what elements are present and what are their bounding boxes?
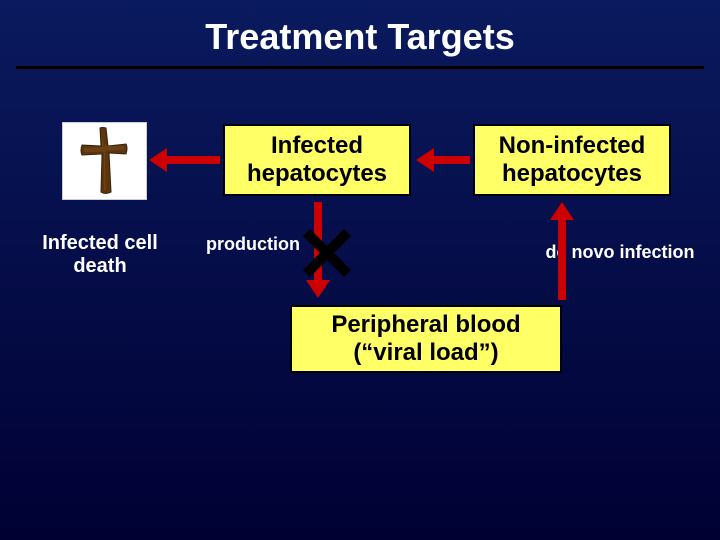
page-title: Treatment Targets <box>0 0 720 58</box>
arrow-denovo-up-icon <box>558 218 566 300</box>
de-novo-infection-label: de novo infection <box>530 242 710 263</box>
x-mark-icon <box>300 228 350 278</box>
title-divider <box>16 66 704 69</box>
arrow-to-infected-icon <box>432 156 470 164</box>
cross-icon <box>62 122 147 200</box>
noninfected-hepatocytes-box: Non-infected hepatocytes <box>473 124 671 196</box>
infected-cell-death-label: Infected cell death <box>20 232 180 278</box>
arrow-to-cross-icon <box>165 156 220 164</box>
production-label: production <box>198 234 308 255</box>
peripheral-blood-box: Peripheral blood (“viral load”) <box>290 305 562 373</box>
infected-hepatocytes-box: Infected hepatocytes <box>223 124 411 196</box>
